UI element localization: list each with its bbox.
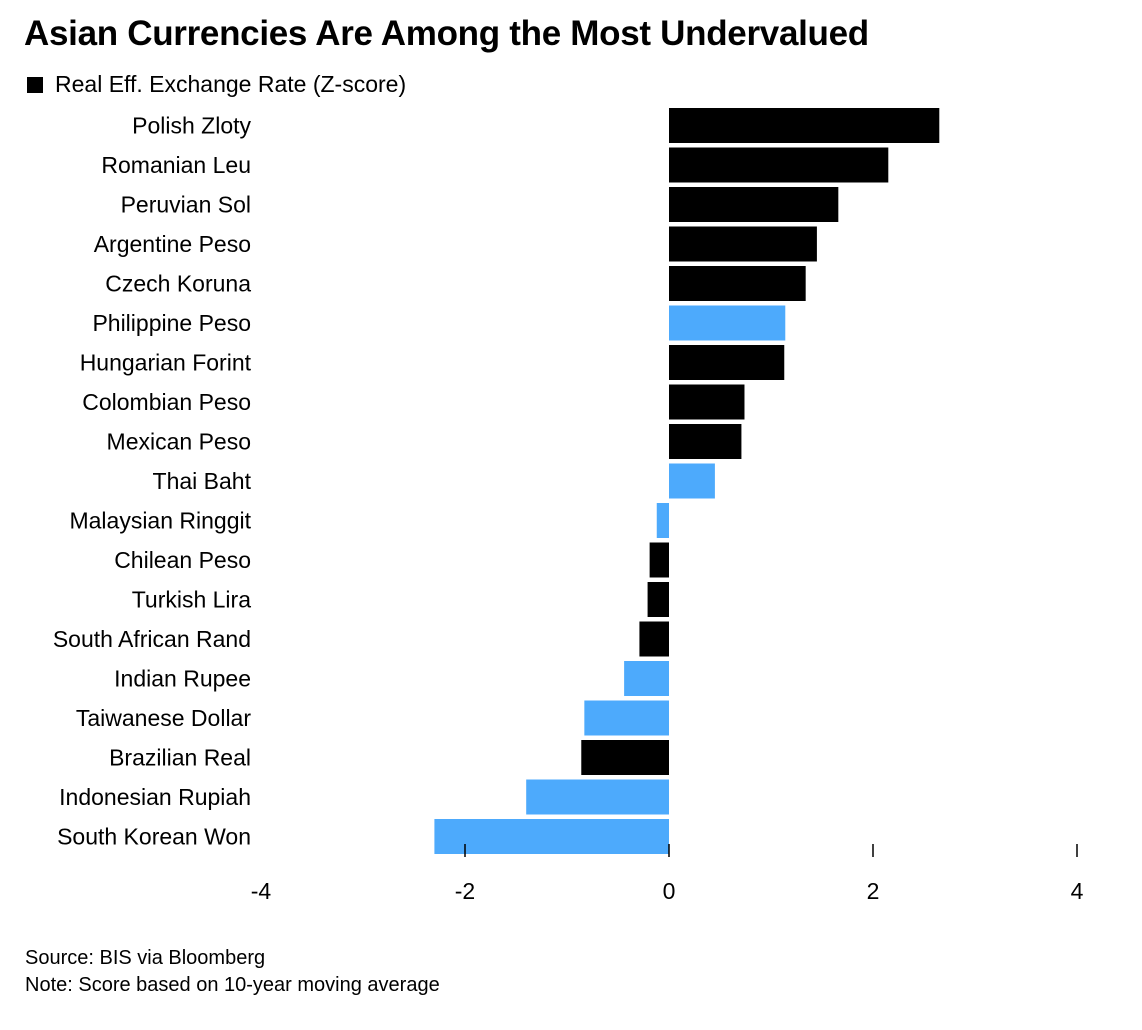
x-tick-label: 2 xyxy=(867,878,880,904)
bar-romanian-leu xyxy=(669,147,889,183)
bar-hungarian-forint xyxy=(669,345,785,380)
x-tick-label: -2 xyxy=(455,878,475,904)
x-tick-label: 0 xyxy=(663,878,676,904)
chart-footer: Source: BIS via Bloomberg Note: Score ba… xyxy=(25,945,440,999)
x-tick-label: 4 xyxy=(1071,878,1084,904)
category-label-chilean-peso: Chilean Peso xyxy=(114,547,251,573)
category-label-argentine-peso: Argentine Peso xyxy=(94,231,251,257)
source-note: Source: BIS via Bloomberg xyxy=(25,947,266,969)
category-label-malaysian-ringgit: Malaysian Ringgit xyxy=(69,508,251,534)
category-label-indonesian-rupiah: Indonesian Rupiah xyxy=(59,784,251,810)
bar-polish-zloty xyxy=(669,108,940,143)
bar-chilean-peso xyxy=(649,542,669,578)
category-label-philippine-peso: Philippine Peso xyxy=(92,310,251,336)
category-label-turkish-lira: Turkish Lira xyxy=(132,587,251,613)
x-tick-label: -4 xyxy=(251,878,272,904)
bar-indonesian-rupiah xyxy=(526,779,669,815)
bar-mexican-peso xyxy=(669,424,742,459)
legend: Real Eff. Exchange Rate (Z-score) xyxy=(27,71,406,98)
bar-malaysian-ringgit xyxy=(656,503,669,538)
bar-thai-baht xyxy=(669,463,715,499)
category-label-south-korean-won: South Korean Won xyxy=(57,824,251,850)
category-label-peruvian-sol: Peruvian Sol xyxy=(121,192,251,218)
category-label-brazilian-real: Brazilian Real xyxy=(109,745,251,771)
bar-peruvian-sol xyxy=(669,187,839,222)
methodology-note: Note: Score based on 10-year moving aver… xyxy=(25,974,440,996)
category-label-taiwanese-dollar: Taiwanese Dollar xyxy=(76,705,251,731)
category-label-romanian-leu: Romanian Leu xyxy=(101,152,251,178)
bar-argentine-peso xyxy=(669,226,817,262)
category-label-mexican-peso: Mexican Peso xyxy=(107,429,251,455)
bar-czech-koruna xyxy=(669,266,806,301)
bar-south-african-rand xyxy=(639,621,669,657)
category-label-polish-zloty: Polish Zloty xyxy=(132,113,251,139)
category-label-thai-baht: Thai Baht xyxy=(153,468,252,494)
legend-swatch xyxy=(27,76,43,93)
category-label-hungarian-forint: Hungarian Forint xyxy=(80,350,252,376)
category-label-czech-koruna: Czech Koruna xyxy=(105,271,251,297)
bar-taiwanese-dollar xyxy=(584,700,669,736)
category-label-colombian-peso: Colombian Peso xyxy=(82,389,251,415)
legend-label: Real Eff. Exchange Rate (Z-score) xyxy=(55,71,407,97)
chart-title: Asian Currencies Are Among the Most Unde… xyxy=(24,14,869,53)
bar-turkish-lira xyxy=(647,582,669,617)
bar-brazilian-real xyxy=(581,740,669,775)
bar-indian-rupee xyxy=(624,661,669,696)
bar-colombian-peso xyxy=(669,384,745,420)
category-label-indian-rupee: Indian Rupee xyxy=(114,666,251,692)
bar-philippine-peso xyxy=(669,305,786,341)
bar-south-korean-won xyxy=(434,819,669,854)
category-label-south-african-rand: South African Rand xyxy=(53,626,251,652)
